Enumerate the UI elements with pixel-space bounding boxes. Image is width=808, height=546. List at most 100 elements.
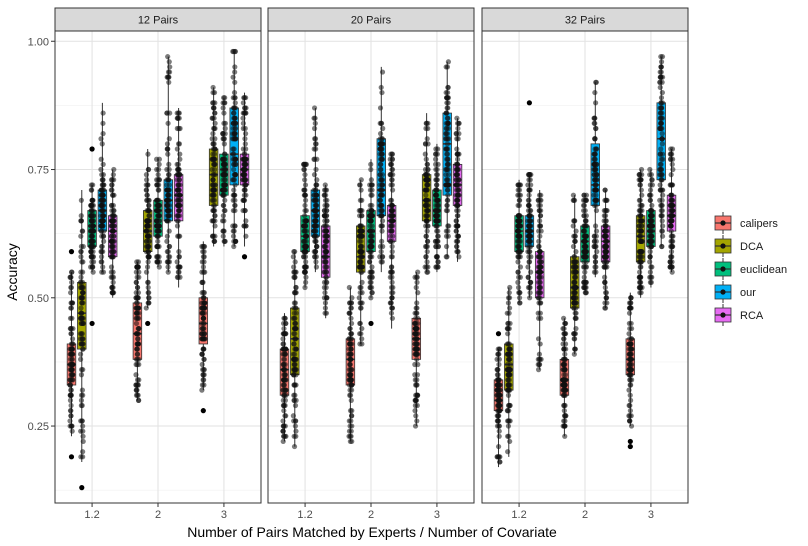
jitter-point bbox=[221, 120, 227, 126]
y-tick-label: 0.25 bbox=[28, 421, 49, 433]
jitter-point bbox=[506, 346, 512, 352]
jitter-point bbox=[506, 305, 513, 311]
jitter-point bbox=[302, 197, 309, 203]
jitter-point bbox=[357, 300, 363, 306]
jitter-point bbox=[359, 290, 365, 296]
jitter-point bbox=[69, 269, 75, 275]
jitter-point bbox=[455, 233, 461, 239]
jitter-point bbox=[201, 243, 208, 250]
jitter-point bbox=[626, 351, 633, 357]
jitter-point bbox=[602, 213, 609, 219]
jitter-point bbox=[368, 295, 374, 301]
jitter-point bbox=[134, 264, 140, 270]
jitter-point bbox=[155, 213, 161, 219]
jitter-point bbox=[413, 397, 419, 403]
jitter-point bbox=[367, 249, 374, 255]
jitter-point bbox=[455, 125, 461, 132]
jitter-point bbox=[322, 218, 328, 224]
jitter-point bbox=[175, 110, 182, 116]
jitter-point bbox=[210, 192, 216, 198]
jitter-point bbox=[506, 295, 513, 301]
jitter-point bbox=[280, 336, 286, 342]
jitter-point bbox=[110, 274, 117, 280]
jitter-point bbox=[377, 105, 384, 111]
jitter-point bbox=[290, 413, 296, 419]
jitter-point bbox=[154, 223, 160, 229]
jitter-point bbox=[591, 202, 598, 209]
jitter-point bbox=[136, 397, 142, 403]
jitter-point bbox=[70, 377, 76, 383]
jitter-point bbox=[648, 207, 654, 214]
jitter-point bbox=[166, 79, 172, 85]
jitter-point bbox=[199, 361, 205, 368]
jitter-point bbox=[379, 156, 385, 162]
jitter-point bbox=[377, 161, 384, 167]
jitter-point bbox=[155, 259, 161, 265]
jitter-point bbox=[668, 197, 674, 203]
jitter-point bbox=[301, 187, 307, 193]
jitter-point bbox=[424, 182, 431, 188]
jitter-point bbox=[283, 320, 289, 327]
jitter-point bbox=[212, 213, 218, 219]
jitter-point bbox=[422, 141, 429, 147]
jitter-point bbox=[377, 166, 384, 173]
jitter-point bbox=[561, 392, 568, 398]
jitter-point bbox=[212, 238, 218, 244]
jitter-point bbox=[414, 300, 420, 306]
jitter-point bbox=[220, 233, 226, 239]
jitter-point bbox=[445, 228, 451, 234]
jitter-point bbox=[80, 433, 86, 439]
jitter-point bbox=[390, 233, 396, 239]
jitter-point bbox=[99, 259, 105, 265]
jitter-point bbox=[348, 331, 355, 337]
jitter-point bbox=[232, 202, 238, 209]
jitter-point bbox=[515, 218, 521, 224]
jitter-point bbox=[424, 243, 430, 250]
jitter-point bbox=[443, 233, 450, 239]
jitter-point bbox=[592, 197, 599, 203]
jitter-point bbox=[164, 238, 170, 244]
jitter-point bbox=[348, 320, 355, 327]
jitter-point bbox=[412, 377, 418, 383]
jitter-point bbox=[453, 187, 460, 193]
jitter-point bbox=[601, 233, 608, 239]
legend-label: RCA bbox=[740, 310, 764, 322]
jitter-point bbox=[435, 259, 441, 265]
jitter-point bbox=[496, 433, 502, 439]
jitter-point bbox=[517, 182, 524, 188]
jitter-point bbox=[146, 213, 152, 219]
jitter-point bbox=[669, 269, 675, 275]
jitter-point bbox=[573, 249, 579, 255]
jitter-point bbox=[357, 238, 363, 244]
jitter-point bbox=[155, 238, 161, 244]
jitter-point bbox=[68, 305, 74, 311]
jitter-point bbox=[219, 218, 226, 224]
jitter-point bbox=[99, 187, 105, 193]
jitter-point bbox=[423, 223, 429, 229]
jitter-point bbox=[583, 192, 590, 198]
jitter-point bbox=[668, 172, 674, 178]
jitter-point bbox=[292, 423, 298, 429]
jitter-point bbox=[571, 197, 577, 203]
jitter-point bbox=[669, 192, 675, 198]
jitter-point bbox=[109, 228, 116, 234]
jitter-point bbox=[412, 408, 418, 414]
jitter-point bbox=[444, 141, 451, 147]
jitter-point bbox=[280, 418, 286, 424]
jitter-point bbox=[231, 110, 237, 116]
jitter-point bbox=[101, 207, 107, 214]
jitter-point bbox=[290, 351, 296, 357]
jitter-point bbox=[592, 259, 599, 265]
jitter-point bbox=[505, 392, 512, 398]
jitter-point bbox=[78, 372, 85, 378]
jitter-point bbox=[79, 295, 85, 301]
jitter-point bbox=[174, 146, 180, 152]
jitter-point bbox=[108, 264, 115, 270]
jitter-point bbox=[313, 238, 319, 244]
jitter-point bbox=[164, 110, 170, 116]
jitter-point bbox=[281, 392, 287, 398]
jitter-point bbox=[658, 156, 664, 162]
jitter-point bbox=[627, 377, 633, 383]
jitter-point bbox=[516, 187, 523, 193]
jitter-point bbox=[111, 223, 117, 229]
